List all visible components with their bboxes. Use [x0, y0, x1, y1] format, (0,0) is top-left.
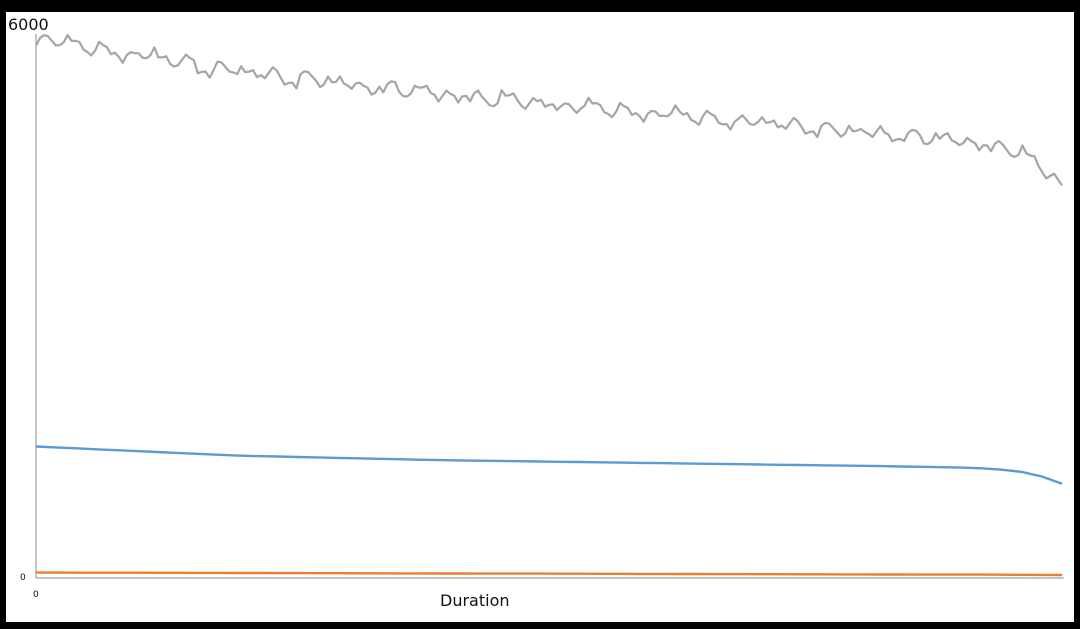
- series-line-1: [35, 33, 1063, 187]
- y-tick-label-max: 6000: [8, 15, 49, 34]
- series-line-2: [35, 445, 1063, 485]
- axes: [35, 34, 1064, 579]
- series-layer: [35, 33, 1063, 577]
- y-tick-label-zero: 0: [20, 573, 26, 583]
- series-line-3: [36, 571, 1063, 577]
- chart-frame: 6000 0 0 Duration: [6, 12, 1074, 622]
- line-chart: 6000 0 0 Duration: [8, 15, 1064, 610]
- x-axis-title: Duration: [440, 591, 510, 610]
- x-tick-label-zero: 0: [33, 590, 39, 600]
